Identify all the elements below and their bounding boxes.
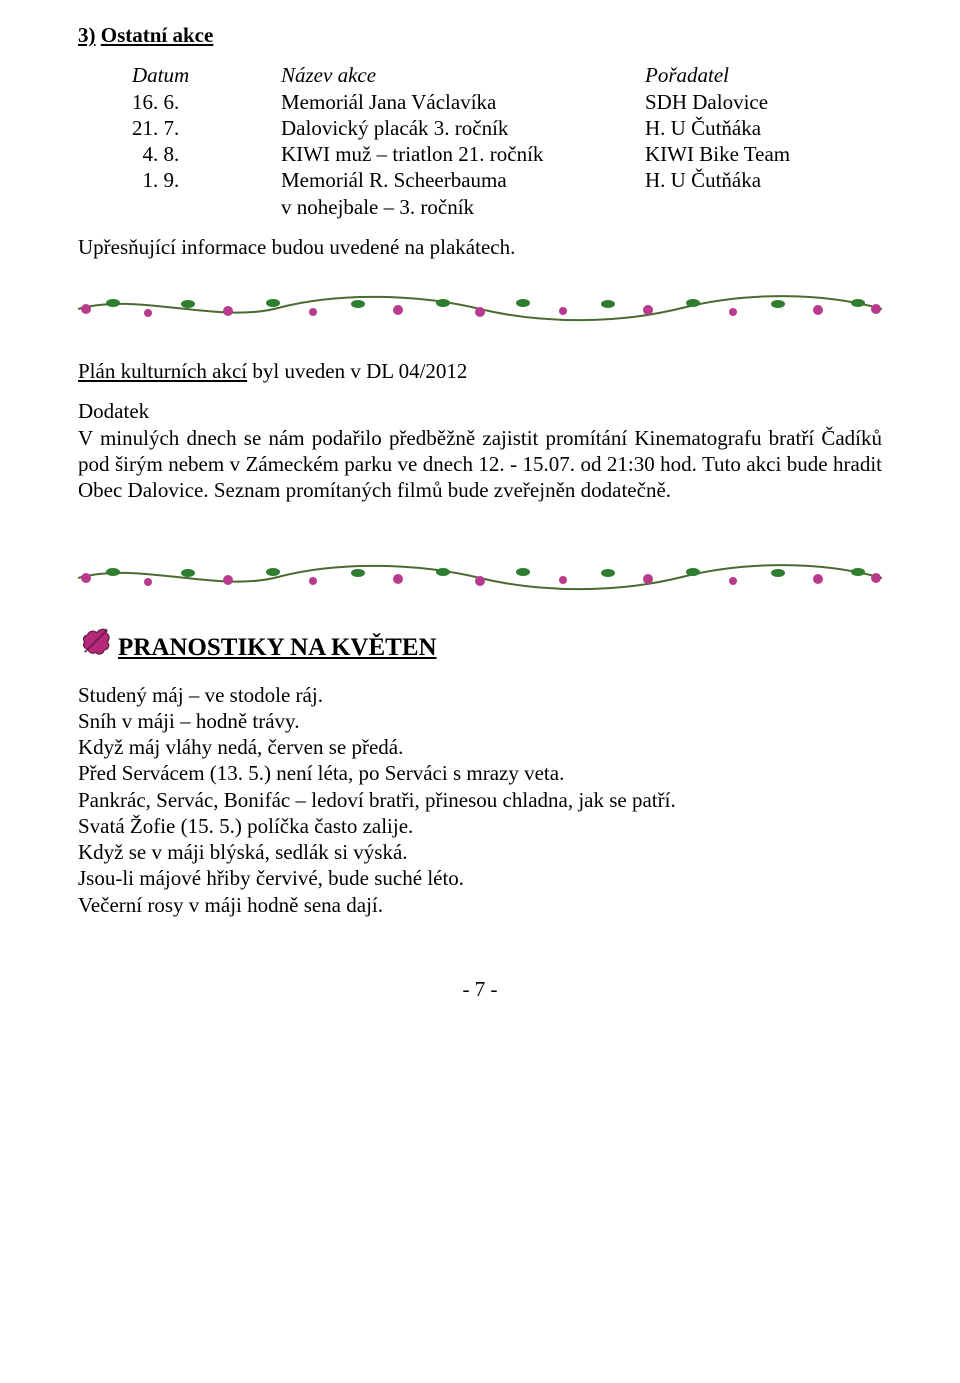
proverbs-list: Studený máj – ve stodole ráj. Sníh v máj… <box>78 682 882 918</box>
vine-divider-icon <box>78 294 882 324</box>
cell: v nohejbale – 3. ročník <box>281 194 611 220</box>
page-number: - 7 - <box>78 976 882 1002</box>
proverb-line: Svatá Žofie (15. 5.) políčka často zalij… <box>78 813 882 839</box>
proverb-line: Studený máj – ve stodole ráj. <box>78 682 882 708</box>
cell: H. U Čutňáka <box>645 167 882 193</box>
section-heading: 3) Ostatní akce <box>78 22 882 48</box>
section-number: 3) <box>78 23 96 47</box>
plan-underline: Plán kulturních akcí <box>78 359 247 383</box>
proverb-line: Když se v máji blýská, sedlák si výská. <box>78 839 882 865</box>
proverb-line: Sníh v máji – hodně trávy. <box>78 708 882 734</box>
cell: KIWI muž – triatlon 21. ročník <box>281 141 611 167</box>
proverb-line: Před Servácem (13. 5.) není léta, po Ser… <box>78 760 882 786</box>
cell: KIWI Bike Team <box>645 141 882 167</box>
col-header-organizer: Pořadatel <box>645 62 882 88</box>
addendum-body: V minulých dnech se nám podařilo předběž… <box>78 425 882 504</box>
oak-leaf-icon <box>78 627 112 667</box>
cell: Dalovický placák 3. ročník <box>281 115 611 141</box>
cell: 16. 6. <box>132 89 247 115</box>
col-header-date: Datum <box>132 62 247 88</box>
section-title: Ostatní akce <box>101 23 214 47</box>
proverb-line: Pankrác, Servác, Bonifác – ledoví bratři… <box>78 787 882 813</box>
cell: SDH Dalovice <box>645 89 882 115</box>
note-text: Upřesňující informace budou uvedené na p… <box>78 234 882 260</box>
plan-line: Plán kulturních akcí byl uveden v DL 04/… <box>78 358 882 384</box>
cell: Memoriál R. Scheerbauma <box>281 167 611 193</box>
col-date: Datum 16. 6. 21. 7. 4. 8. 1. 9. <box>132 62 247 220</box>
page: 3) Ostatní akce Datum 16. 6. 21. 7. 4. 8… <box>0 0 960 1383</box>
addendum-title: Dodatek <box>78 398 882 424</box>
proverbs-title: PRANOSTIKY NA KVĚTEN <box>118 632 437 663</box>
cell: Memoriál Jana Václavíka <box>281 89 611 115</box>
cell: 1. 9. <box>132 167 247 193</box>
proverb-line: Jsou-li májové hřiby červivé, bude suché… <box>78 865 882 891</box>
col-header-name: Název akce <box>281 62 611 88</box>
vine-divider-icon <box>78 563 882 593</box>
col-name: Název akce Memoriál Jana Václavíka Dalov… <box>281 62 611 220</box>
plan-rest: byl uveden v DL 04/2012 <box>247 359 467 383</box>
events-table: Datum 16. 6. 21. 7. 4. 8. 1. 9. Název ak… <box>78 62 882 220</box>
cell: 4. 8. <box>132 141 247 167</box>
proverb-line: Večerní rosy v máji hodně sena dají. <box>78 892 882 918</box>
col-organizer: Pořadatel SDH Dalovice H. U Čutňáka KIWI… <box>645 62 882 220</box>
cell: H. U Čutňáka <box>645 115 882 141</box>
proverb-line: Když máj vláhy nedá, červen se předá. <box>78 734 882 760</box>
proverbs-heading: PRANOSTIKY NA KVĚTEN <box>78 627 882 667</box>
cell: 21. 7. <box>132 115 247 141</box>
